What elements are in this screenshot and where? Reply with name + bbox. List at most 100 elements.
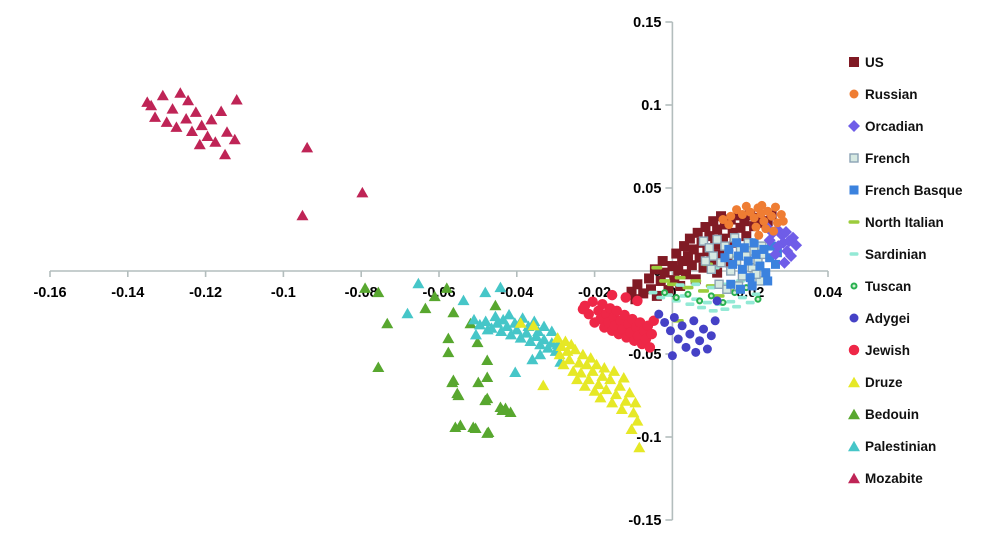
marker-mozabite — [356, 186, 369, 198]
marker-sardinian — [697, 305, 707, 310]
marker-french-basque — [737, 264, 747, 274]
marker-french-basque — [767, 241, 777, 251]
legend-item-jewish: Jewish — [845, 334, 963, 366]
marker-bedouin — [359, 282, 372, 293]
marker-druze — [609, 388, 622, 400]
marker-druze — [551, 332, 564, 343]
marker-french — [708, 251, 718, 261]
legend-label-tuscan: Tuscan — [865, 278, 912, 294]
marker-us — [712, 267, 723, 278]
marker-russian — [770, 202, 780, 212]
marker-adygei — [673, 334, 683, 344]
marker-bedouin — [494, 401, 507, 413]
marker-sardinian — [720, 307, 730, 311]
marker-druze — [578, 380, 591, 391]
marker-mozabite — [209, 136, 222, 147]
series-tuscan — [661, 284, 762, 307]
marker-palestinian — [509, 366, 522, 378]
marker-palestinian — [469, 328, 482, 340]
marker-north-italian — [651, 265, 663, 270]
marker-french-basque — [745, 273, 755, 283]
marker-bedouin — [454, 419, 467, 430]
marker-orcadian — [778, 256, 791, 269]
marker-us — [708, 216, 719, 227]
marker-druze — [606, 396, 619, 408]
marker-mozabite — [296, 209, 309, 221]
marker-russian — [726, 211, 736, 221]
marker-us — [714, 249, 725, 260]
x-tick-label: -0.08 — [345, 285, 378, 301]
legend-item-bedouin: Bedouin — [845, 398, 963, 430]
marker-druze — [567, 365, 580, 376]
legend-item-russian: Russian — [845, 78, 963, 110]
marker-druze — [615, 403, 628, 415]
legend-label-bedouin: Bedouin — [865, 406, 919, 422]
marker-druze — [553, 348, 566, 360]
marker-french-basque — [849, 185, 859, 195]
marker-french — [849, 153, 859, 163]
marker-palestinian — [520, 327, 533, 338]
marker-russian — [724, 220, 734, 230]
marker-palestinian — [545, 325, 558, 337]
marker-us — [704, 231, 715, 242]
marker-palestinian — [532, 325, 545, 337]
legend-item-adygei: Adygei — [845, 302, 963, 334]
x-tick-label: -0.12 — [189, 285, 222, 301]
marker-druze — [627, 406, 640, 418]
marker-orcadian — [848, 120, 860, 132]
marker-french-basque — [728, 259, 738, 269]
marker-druze — [588, 385, 601, 396]
legend-marker-jewish-icon — [848, 344, 860, 356]
marker-north-italian — [674, 275, 686, 280]
marker-druze — [617, 371, 630, 383]
marker-druze — [586, 365, 599, 376]
y-tick-label: 0.15 — [633, 15, 661, 31]
marker-adygei — [695, 336, 705, 346]
legend-item-mozabite: Mozabite — [845, 462, 963, 494]
legend-label-sardinian: Sardinian — [865, 246, 927, 262]
marker-adygei — [712, 296, 722, 306]
marker-palestinian — [528, 315, 541, 327]
marker-sardinian — [706, 285, 716, 290]
marker-us — [644, 273, 655, 284]
marker-bedouin — [489, 299, 502, 311]
marker-bedouin — [428, 290, 441, 302]
legend-label-orcadian: Orcadian — [865, 118, 924, 134]
marker-mozabite — [220, 126, 233, 137]
marker-russian — [761, 224, 771, 234]
marker-bedouin — [481, 354, 494, 366]
marker-adygei — [665, 326, 675, 336]
marker-us — [694, 252, 705, 263]
marker-us — [663, 285, 674, 296]
x-tick-label: -0.04 — [500, 285, 533, 301]
marker-palestinian — [534, 348, 547, 360]
marker-palestinian — [494, 281, 507, 293]
marker-druze — [629, 396, 642, 408]
marker-mozabite — [848, 472, 860, 484]
legend-marker-palestinian-icon — [848, 440, 860, 452]
marker-adygei — [849, 313, 859, 323]
marker-adygei — [689, 316, 699, 326]
marker-tuscan — [754, 295, 762, 303]
marker-palestinian — [538, 320, 551, 332]
marker-us — [739, 216, 750, 227]
marker-druze — [580, 358, 593, 370]
marker-russian — [754, 230, 764, 240]
marker-sardinian — [745, 300, 755, 305]
marker-tuscan — [684, 290, 692, 298]
marker-tuscan — [661, 289, 669, 297]
marker-mozabite — [141, 96, 154, 107]
marker-us — [679, 241, 690, 252]
marker-french-basque — [720, 253, 730, 263]
legend-label-north-italian: North Italian — [865, 214, 944, 230]
marker-druze — [600, 383, 613, 395]
marker-druze — [574, 367, 587, 378]
marker-druze — [631, 415, 644, 426]
x-tick-label: -0.1 — [271, 285, 296, 301]
marker-druze — [596, 370, 609, 381]
marker-druze — [573, 357, 586, 368]
marker-sardinian — [702, 300, 712, 305]
marker-druze — [563, 353, 576, 365]
marker-orcadian — [785, 250, 798, 263]
